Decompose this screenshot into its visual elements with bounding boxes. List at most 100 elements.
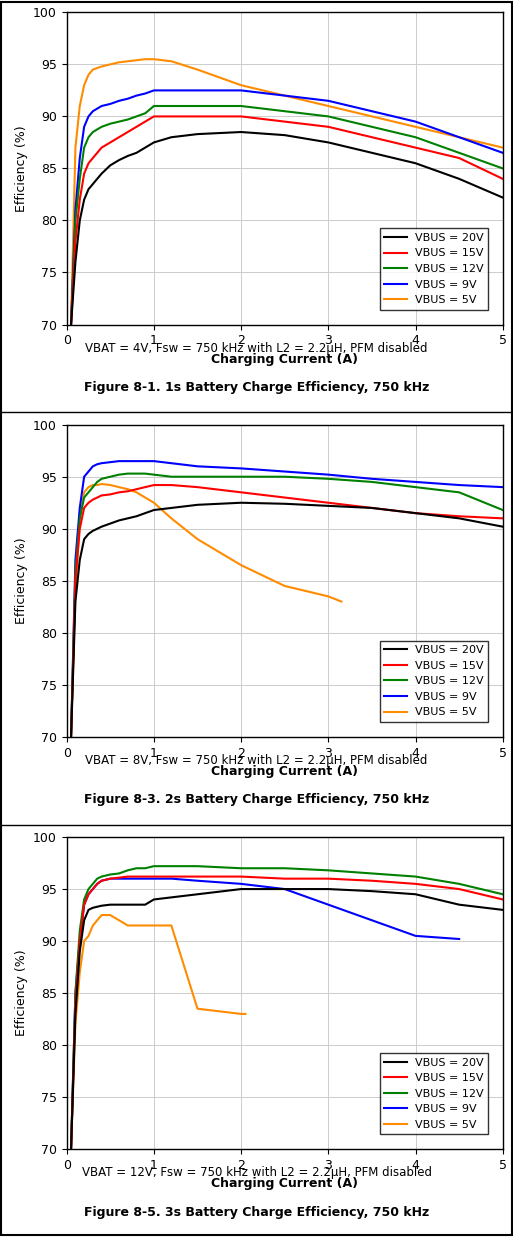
VBUS = 9V <box>369 104 375 119</box>
VBUS = 12V <box>151 858 157 873</box>
VBUS = 5V <box>133 918 140 933</box>
VBUS = 15V <box>81 166 87 181</box>
VBUS = 12V <box>116 468 122 482</box>
VBUS = 5V <box>500 140 506 155</box>
Text: Figure 8-5. 3s Battery Charge Efficiency, 750 kHz: Figure 8-5. 3s Battery Charge Efficiency… <box>84 1206 429 1218</box>
VBUS = 5V <box>282 88 288 103</box>
VBUS = 15V <box>500 892 506 907</box>
VBUS = 20V <box>325 882 331 897</box>
VBUS = 5V <box>116 913 122 928</box>
VBUS = 20V <box>125 897 131 912</box>
VBUS = 20V <box>133 146 140 161</box>
VBUS = 5V <box>68 317 74 332</box>
VBUS = 5V <box>116 54 122 69</box>
VBUS = 12V <box>68 317 74 332</box>
Line: VBUS = 5V: VBUS = 5V <box>71 59 503 324</box>
VBUS = 5V <box>194 1001 201 1016</box>
VBUS = 5V <box>98 476 105 491</box>
VBUS = 15V <box>133 120 140 135</box>
VBUS = 15V <box>116 870 122 884</box>
VBUS = 5V <box>339 594 345 609</box>
Line: VBUS = 12V: VBUS = 12V <box>71 866 503 1149</box>
VBUS = 12V <box>98 120 105 135</box>
VBUS = 9V <box>369 471 375 486</box>
VBUS = 5V <box>94 913 100 928</box>
VBUS = 20V <box>456 511 462 526</box>
VBUS = 20V <box>81 192 87 207</box>
VBUS = 5V <box>125 54 131 69</box>
VBUS = 20V <box>194 497 201 512</box>
VBUS = 15V <box>68 317 74 332</box>
VBUS = 20V <box>282 882 288 897</box>
VBUS = 12V <box>90 877 96 892</box>
VBUS = 12V <box>456 146 462 161</box>
VBUS = 15V <box>282 114 288 129</box>
Text: VBAT = 4V, Fsw = 750 kHz with L2 = 2.2μH, PFM disabled: VBAT = 4V, Fsw = 750 kHz with L2 = 2.2μH… <box>85 341 428 355</box>
VBUS = 5V <box>90 918 96 933</box>
VBUS = 9V <box>151 83 157 98</box>
VBUS = 9V <box>369 913 375 928</box>
VBUS = 20V <box>107 516 113 531</box>
VBUS = 15V <box>107 871 113 886</box>
VBUS = 9V <box>90 104 96 119</box>
VBUS = 12V <box>194 858 201 873</box>
VBUS = 5V <box>238 1007 244 1022</box>
VBUS = 15V <box>325 871 331 886</box>
VBUS = 15V <box>325 120 331 135</box>
VBUS = 20V <box>116 897 122 912</box>
VBUS = 12V <box>142 861 148 876</box>
VBUS = 15V <box>325 495 331 510</box>
VBUS = 5V <box>107 477 113 492</box>
VBUS = 12V <box>369 120 375 135</box>
X-axis label: Charging Current (A): Charging Current (A) <box>211 766 358 778</box>
VBUS = 15V <box>151 477 157 492</box>
VBUS = 5V <box>125 481 131 496</box>
VBUS = 15V <box>94 490 100 505</box>
VBUS = 12V <box>125 113 131 127</box>
VBUS = 12V <box>68 1142 74 1157</box>
VBUS = 5V <box>325 589 331 604</box>
VBUS = 9V <box>412 114 419 129</box>
VBUS = 15V <box>238 485 244 500</box>
VBUS = 20V <box>194 126 201 141</box>
VBUS = 15V <box>81 897 87 912</box>
VBUS = 15V <box>68 1142 74 1157</box>
Line: VBUS = 5V: VBUS = 5V <box>71 915 245 1149</box>
VBUS = 15V <box>90 492 96 507</box>
VBUS = 9V <box>456 130 462 145</box>
VBUS = 15V <box>151 870 157 884</box>
VBUS = 15V <box>125 484 131 499</box>
VBUS = 9V <box>168 83 174 98</box>
VBUS = 15V <box>77 934 83 949</box>
VBUS = 9V <box>85 464 92 479</box>
VBUS = 5V <box>77 99 83 114</box>
VBUS = 15V <box>412 140 419 155</box>
VBUS = 5V <box>85 480 92 495</box>
VBUS = 9V <box>81 469 87 484</box>
Line: VBUS = 12V: VBUS = 12V <box>71 106 503 324</box>
VBUS = 15V <box>90 882 96 897</box>
VBUS = 5V <box>142 490 148 505</box>
VBUS = 9V <box>77 501 83 516</box>
VBUS = 12V <box>81 490 87 505</box>
VBUS = 12V <box>85 882 92 897</box>
VBUS = 5V <box>81 78 87 93</box>
VBUS = 20V <box>98 166 105 181</box>
VBUS = 15V <box>142 480 148 495</box>
VBUS = 20V <box>107 897 113 912</box>
VBUS = 20V <box>72 594 78 609</box>
VBUS = 5V <box>68 730 74 745</box>
VBUS = 5V <box>98 908 105 923</box>
VBUS = 9V <box>194 83 201 98</box>
VBUS = 9V <box>94 877 100 892</box>
VBUS = 20V <box>94 521 100 536</box>
VBUS = 12V <box>85 130 92 145</box>
VBUS = 15V <box>151 109 157 124</box>
VBUS = 20V <box>72 1007 78 1022</box>
VBUS = 20V <box>125 148 131 163</box>
VBUS = 15V <box>194 480 201 495</box>
VBUS = 5V <box>94 477 100 492</box>
Line: VBUS = 15V: VBUS = 15V <box>71 877 503 1149</box>
VBUS = 20V <box>151 892 157 907</box>
VBUS = 5V <box>142 52 148 67</box>
